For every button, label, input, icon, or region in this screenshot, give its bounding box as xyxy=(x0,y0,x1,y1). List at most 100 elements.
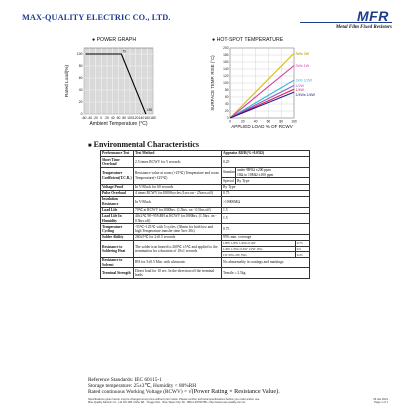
x-tick-label: -20 xyxy=(93,116,98,120)
row-item: Short Time Overload xyxy=(100,156,134,168)
table-row: Pulse Overload 4 times RCWV for10000cycl… xyxy=(100,189,310,197)
y-tick-label: 80 xyxy=(79,64,83,68)
storage-temperature-note: Storage temperature: 25±3℃, Humidity < 8… xyxy=(88,383,197,389)
footer-date: 06 Jan 2021 xyxy=(373,398,388,401)
rcwv-formula-note: Rated continuous Working Voltage (RCWV) … xyxy=(88,388,280,395)
y-tick-label: 0 xyxy=(227,116,229,120)
row-method: IPA for 5±0.5 Min. with ultrasonic xyxy=(133,256,222,269)
series-label: 1/4W xyxy=(296,88,305,92)
tcr-special-label: Special xyxy=(221,177,236,185)
x-axis-title: APPLIED LOAD % OF RCWV xyxy=(231,124,293,129)
row-method: The solder iron heated to 260℃ ±5℃ and a… xyxy=(133,240,222,258)
tcr-standard-line-1: under 9R9Ω ±200 ppm xyxy=(237,168,271,173)
derating-curve xyxy=(85,53,147,115)
row-method: 70℃ at RCWV for1000hrs. (1.5hrs. on - 0.… xyxy=(133,206,222,214)
row-appraise: 1.5 xyxy=(221,206,310,214)
row-item: Resistance to Solvent xyxy=(100,256,134,269)
x-tick-label: 40 xyxy=(254,120,258,124)
y-tick-label: 20 xyxy=(225,109,229,113)
rcwv-label: Rated continuous Working Voltage (RCWV) … xyxy=(88,389,189,395)
footer-page-number: Page 1 of 1 xyxy=(374,401,388,405)
y-tick-label: 60 xyxy=(79,76,83,80)
x-tick-label: -40 xyxy=(87,116,92,120)
x-tick-label: -60 xyxy=(82,116,87,120)
x-tick-label: 60 xyxy=(267,120,271,124)
temp-rise-line xyxy=(229,79,295,119)
table-row: Temperature Coefficient(T.C.R.) Resistan… xyxy=(100,166,310,185)
table-row: Load Life 70℃ at RCWV for1000hrs. (1.5hr… xyxy=(100,206,310,214)
table-row: Short Time Overload 2.5 times RCWV for 5… xyxy=(100,156,310,168)
y-tick-label: 40 xyxy=(225,102,229,106)
row-item: Temperature Cycling xyxy=(100,223,134,235)
x-tick-label: 100 xyxy=(127,116,133,120)
series-label: 2Ws 1W xyxy=(296,64,310,68)
footer-address: Max-Quality Electric Co., Ltd NO.186, Da… xyxy=(88,401,246,405)
tcr-standard-label: Standard xyxy=(221,166,236,179)
row-method: 4 times RCWV for10000cycles (1sec.on - 2… xyxy=(133,189,222,197)
product-subtitle: Metal Film Fixed Resistors xyxy=(335,25,392,30)
temp-rise-line xyxy=(229,52,295,119)
y-axis-title: SURFACE TEMP. RISE (°C) xyxy=(210,55,215,111)
table-header-row: Performance Test Test Method Appraise ΔR… xyxy=(100,149,310,158)
series-label: 1/4Ws 1/6W xyxy=(296,93,316,97)
y-tick-label: 200 xyxy=(223,46,229,50)
row-appraise: 0.75 xyxy=(221,223,310,235)
y-tick-label: 100 xyxy=(223,81,229,85)
x-tick-label: 80 xyxy=(279,120,283,124)
x-tick-label: 40 xyxy=(111,116,115,120)
table-row: Terminal Strength Direct load for 10 sec… xyxy=(100,267,310,280)
table-row: Solder Ability 260±5℃ for 2±0.5 seconds … xyxy=(100,233,310,242)
series-label: 1Ws 1/2W xyxy=(296,79,313,83)
table-row: Temperature Cycling -55℃~125℃ with 5 cyc… xyxy=(100,223,310,235)
x-tick-label: 80 xyxy=(122,116,126,120)
power-graph: -60 -40 -20 0 20 40 60 80 100 120 140 160 1800204060… xyxy=(64,47,156,127)
row-item: Resistance to Soldering Heat xyxy=(100,240,134,258)
row-item: Terminal Strength xyxy=(100,267,134,280)
series-label: 1/2W xyxy=(296,84,305,88)
tcr-standard-values: under 9R9Ω ±200 ppm 10Ω to 10MΩ ±100 ppm xyxy=(235,166,310,179)
temp-rise-line xyxy=(229,84,295,119)
y-tick-label: 20 xyxy=(79,100,83,104)
x-tick-label: 60 xyxy=(117,116,121,120)
hotspot-graph-title: ● HOT-SPOT TEMPERATURE xyxy=(212,37,284,43)
footer-date-page: 06 Jan 2021 Page 1 of 1 xyxy=(373,398,388,405)
row-method: -55℃~125℃ with 5 cycles. (30min for both… xyxy=(133,223,222,235)
row-item: Temperature Coefficient(T.C.R.) xyxy=(100,166,134,185)
logo-underline xyxy=(300,22,392,24)
y-tick-label: 40 xyxy=(79,88,83,92)
row-appraise: No abnormality in coatings and markings. xyxy=(221,256,310,269)
y-tick-label: 160 xyxy=(223,60,229,64)
header-performance-test: Performance Test xyxy=(100,149,134,158)
rcwv-formula: √(Power Rating × Resistance Value). xyxy=(188,388,280,395)
row-item: Insulation Resistance xyxy=(100,195,134,208)
row-method: 2.5 times RCWV for 5 seconds xyxy=(133,156,222,168)
x-tick-label: 20 xyxy=(241,120,245,124)
y-tick-label: 60 xyxy=(225,95,229,99)
x-tick-label: 0 xyxy=(229,120,231,124)
temp-rise-line xyxy=(229,91,295,119)
notes-block: Reference Standards: IEC 60115-1 Storage… xyxy=(88,377,280,395)
table-row: Insulation Resistance In V-Block >10000M… xyxy=(100,195,310,208)
row-appraise: 1.5 xyxy=(221,212,310,225)
knee-label: 70 xyxy=(122,50,126,54)
section-heading: ■ Environmental Characteristics xyxy=(88,140,200,149)
row-appraise: 0.25 xyxy=(221,156,310,168)
header-appraise: Appraise ΔR/R(%+0.05Ω) xyxy=(221,149,310,158)
row-method: 40±2℃ 90~95%RH at RCWV for1000hrs. (1.5h… xyxy=(133,212,222,225)
y-tick-label: 80 xyxy=(225,88,229,92)
x-tick-label: 0 xyxy=(100,116,102,120)
company-name: MAX-QUALITY ELECTRIC CO., LTD. xyxy=(22,13,171,22)
power-graph-title: ● POWER GRAPH xyxy=(92,37,137,43)
y-tick-label: 0 xyxy=(81,112,83,116)
row-appraise: 95% min. coverage xyxy=(221,233,310,242)
environmental-characteristics-table: Performance Test Test Method Appraise ΔR… xyxy=(100,149,310,280)
table-row: Resistance to Solvent IPA for 5±0.5 Min.… xyxy=(100,256,310,269)
footer-disclaimer: Specifications given herein may be chang… xyxy=(88,398,260,401)
x-tick-label: 180 xyxy=(150,116,156,120)
y-tick-label: 120 xyxy=(223,74,229,78)
row-appraise: 0.75 xyxy=(221,189,310,197)
page-footer: Specifications given herein may be chang… xyxy=(88,398,388,405)
x-tick-label: 140 xyxy=(139,116,145,120)
brand-logo: MFR xyxy=(357,8,389,24)
y-tick-label: 140 xyxy=(223,67,229,71)
